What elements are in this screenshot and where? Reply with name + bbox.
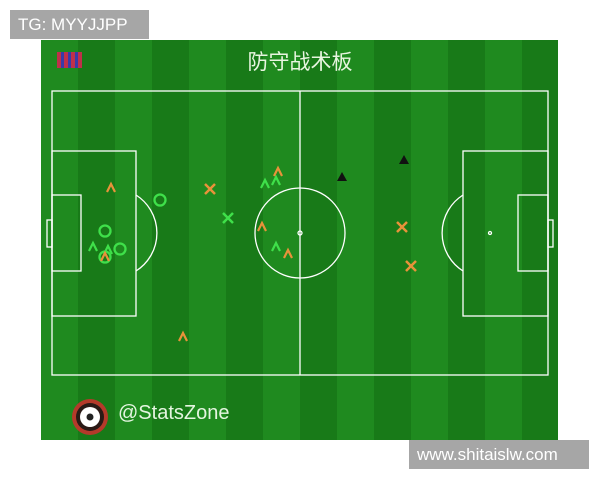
credit-handle: @StatsZone — [118, 402, 230, 424]
orange-cross-marker — [396, 221, 408, 233]
team-badge-icon — [57, 52, 82, 68]
orange-chevron-marker — [106, 181, 116, 193]
watermark-top: TG: MYYJJPP — [10, 10, 149, 39]
green-circle-marker — [98, 224, 112, 238]
board-title: 防守战术板 — [247, 51, 353, 74]
green-circle-marker — [113, 242, 127, 256]
black-triangle-marker — [399, 155, 409, 164]
right-goal — [547, 219, 554, 248]
green-cross-marker — [222, 212, 234, 224]
orange-chevron-marker — [100, 250, 110, 262]
green-chevron-marker — [271, 240, 281, 252]
tactics-board — [41, 40, 558, 440]
orange-chevron-marker — [257, 220, 267, 232]
right-penalty-arc — [441, 194, 464, 272]
green-circle-marker — [153, 193, 167, 207]
orange-chevron-marker — [273, 165, 283, 177]
left-penalty-arc — [135, 194, 158, 272]
markers — [88, 155, 417, 342]
green-chevron-marker — [88, 240, 98, 252]
right-penalty-spot — [487, 230, 493, 236]
watermark-bottom: www.shitaislw.com — [409, 440, 589, 469]
left-goal — [46, 219, 53, 248]
orange-cross-marker — [204, 183, 216, 195]
orange-chevron-marker — [178, 330, 188, 342]
center-circle — [254, 187, 346, 279]
black-triangle-marker — [337, 172, 347, 181]
pitch-lines — [46, 90, 554, 376]
soccer-ball-icon — [72, 399, 108, 435]
orange-cross-marker — [405, 260, 417, 272]
green-chevron-marker — [260, 177, 270, 189]
orange-chevron-marker — [283, 247, 293, 259]
green-chevron-marker — [271, 174, 281, 186]
center-spot — [297, 230, 303, 236]
